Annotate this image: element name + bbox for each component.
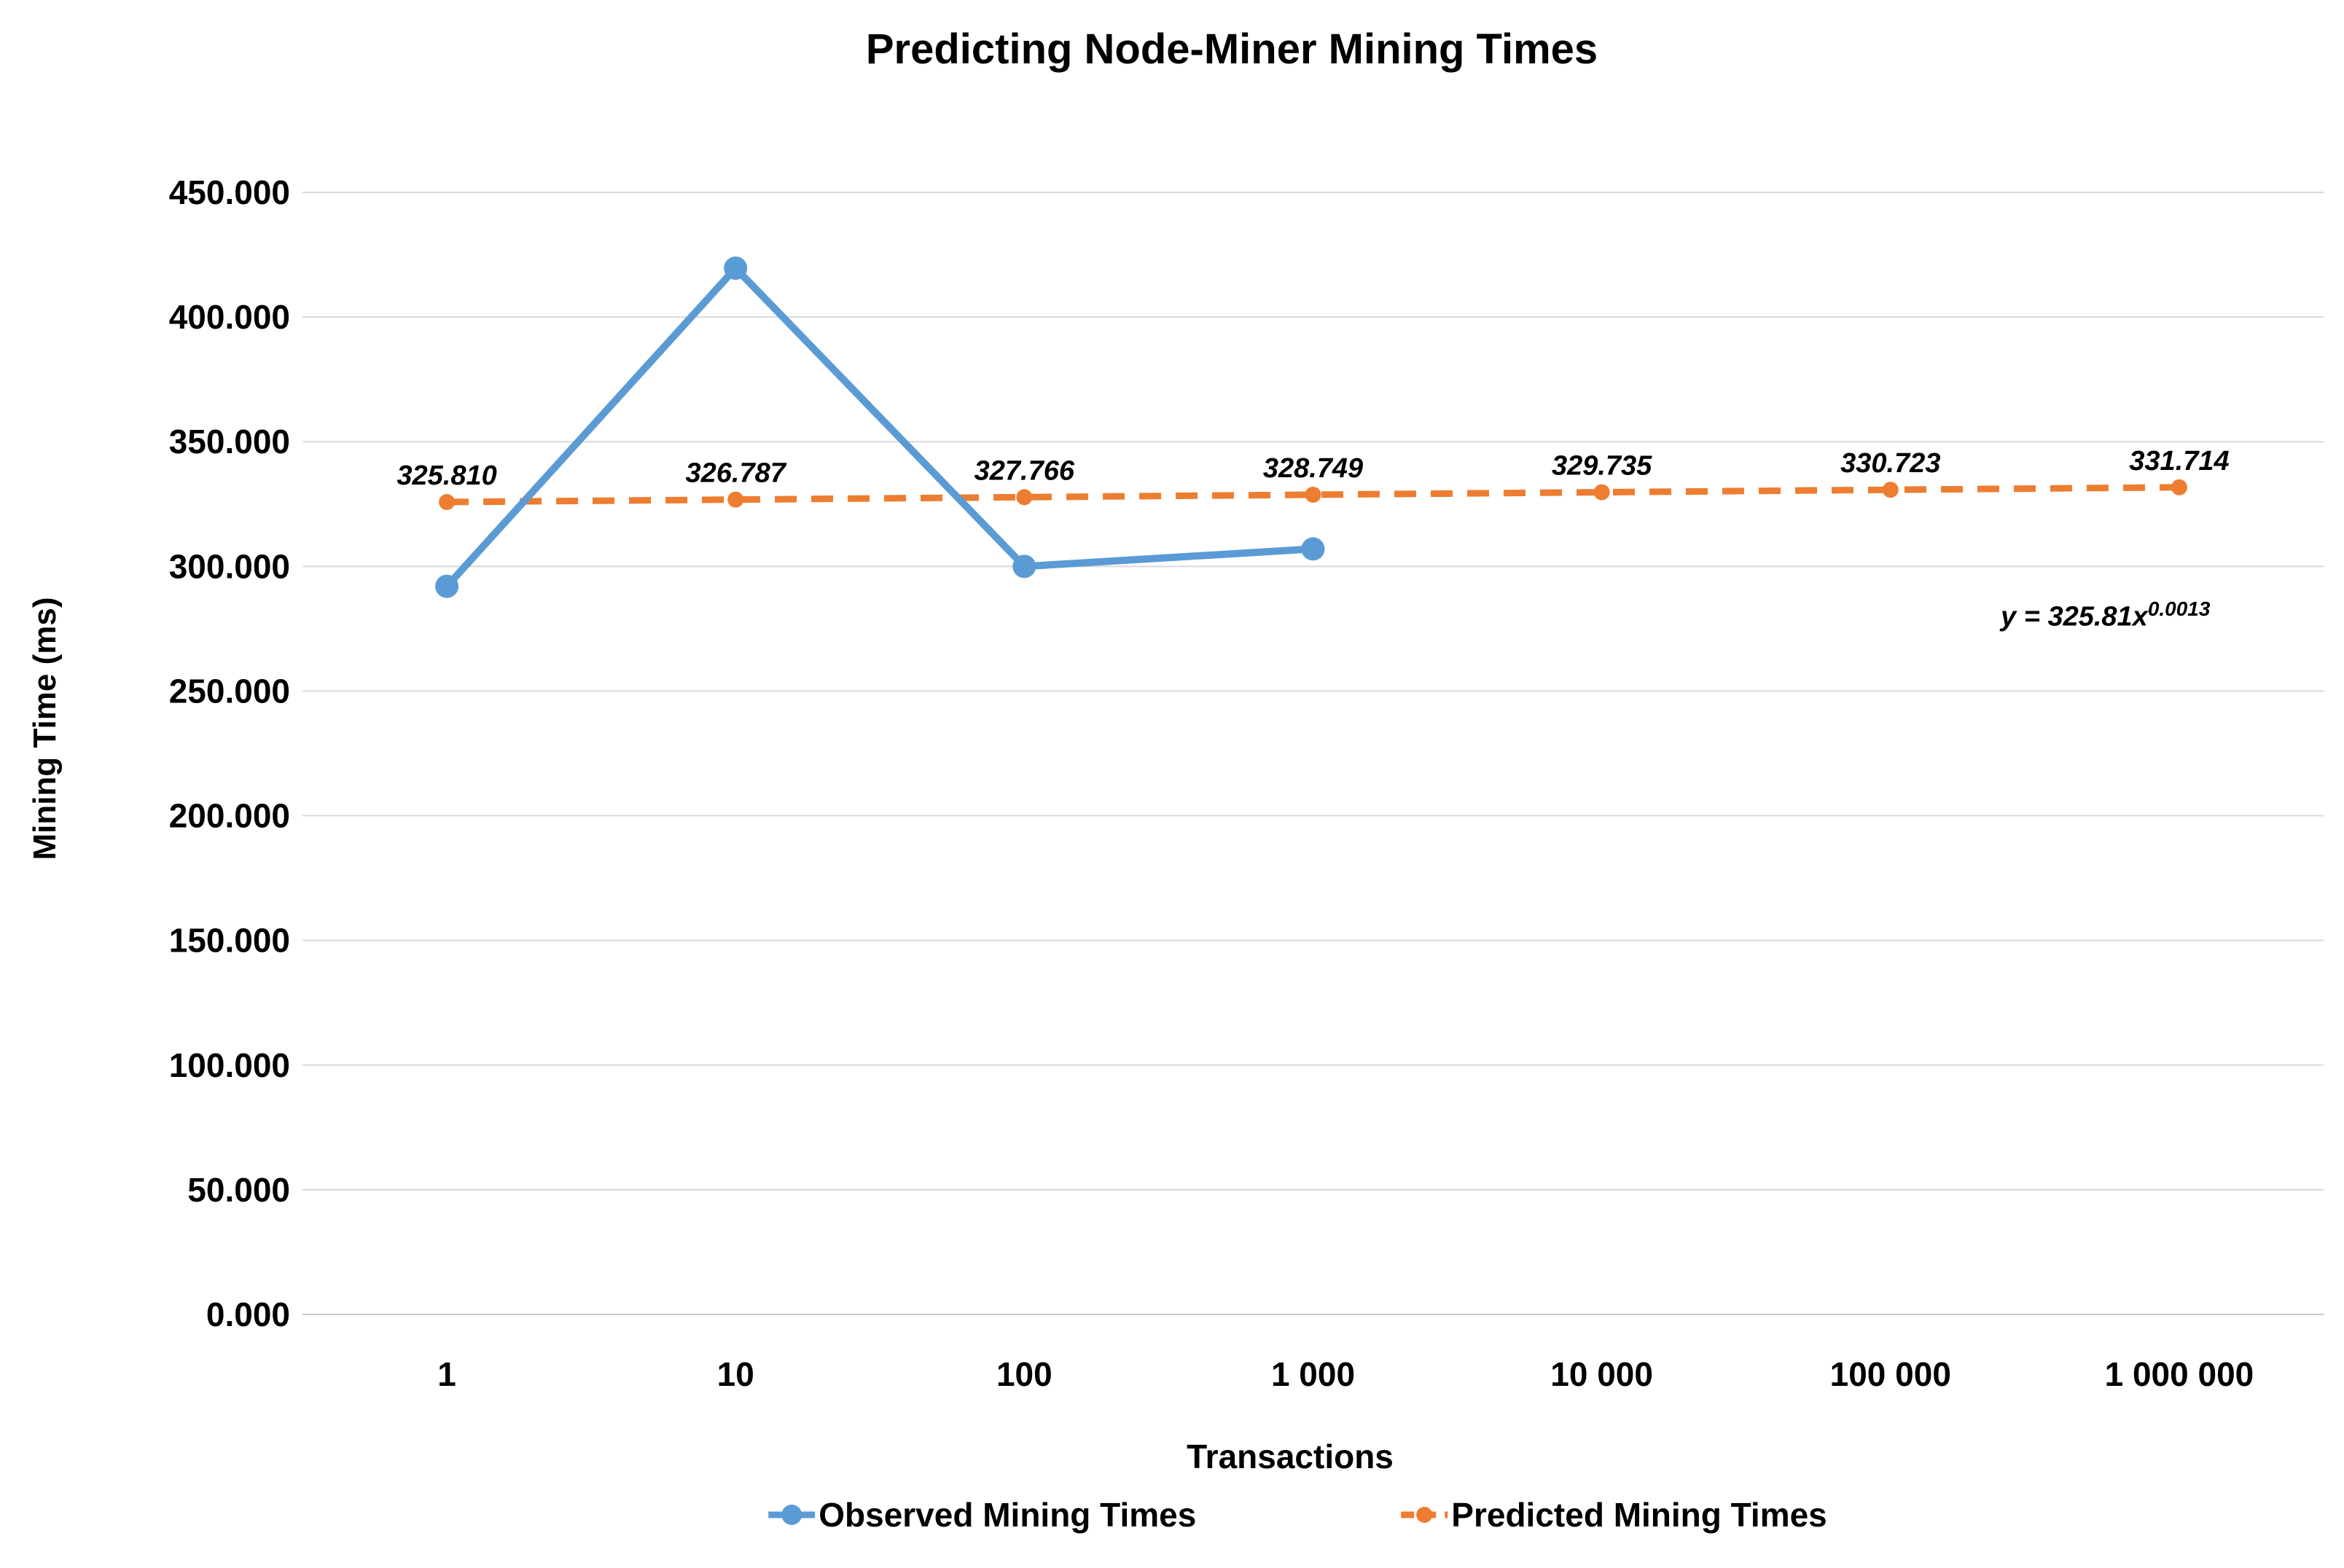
observed-point <box>1301 537 1325 561</box>
predicted-data-label: 330.723 <box>1840 448 1940 479</box>
x-axis-tick-label: 10 000 <box>1550 1355 1653 1393</box>
y-axis-tick-label: 50.000 <box>187 1171 290 1209</box>
x-axis-tick-label: 1 000 000 <box>2105 1355 2254 1393</box>
chart-title: Predicting Node-Miner Mining Times <box>865 26 1598 73</box>
observed-point <box>1012 554 1036 579</box>
predicted-point <box>1882 482 1899 498</box>
trendline-equation-base: y = 325.81x <box>2001 601 2148 632</box>
legend: Observed Mining Times Predicted Mining T… <box>767 1495 1827 1534</box>
x-axis-tick-label: 100 000 <box>1830 1355 1951 1393</box>
y-axis-tick-label: 200.000 <box>169 797 290 835</box>
predicted-data-label: 331.714 <box>2129 446 2229 477</box>
y-axis-title: Mining Time (ms) <box>27 597 63 861</box>
predicted-point <box>2171 479 2187 495</box>
trendline-equation-exponent: 0.0013 <box>2147 597 2211 620</box>
predicted-data-label: 329.735 <box>1552 451 1652 482</box>
y-axis-tick-label: 350.000 <box>169 423 290 460</box>
observed-series-marker-icon <box>768 1505 816 1525</box>
y-axis-tick-label: 450.000 <box>169 173 290 211</box>
x-axis-title: Transactions <box>1187 1438 1394 1475</box>
legend-label-predicted: Predicted Mining Times <box>1451 1496 1827 1534</box>
trendline-equation: y = 325.81x0.0013 <box>2001 597 2210 633</box>
x-axis-tick-label: 10 <box>717 1355 754 1393</box>
predicted-point <box>1593 484 1610 501</box>
x-axis-tick-label: 100 <box>996 1355 1052 1393</box>
predicted-point <box>1016 489 1033 506</box>
predicted-point <box>439 494 456 511</box>
y-axis-tick-label: 300.000 <box>169 547 290 585</box>
legend-entry-observed: Observed Mining Times <box>767 1495 1196 1534</box>
predicted-data-label: 325.810 <box>396 460 496 491</box>
predicted-data-label: 328.749 <box>1263 453 1363 484</box>
observed-point <box>724 256 748 281</box>
legend-label-observed: Observed Mining Times <box>819 1496 1197 1534</box>
predicted-data-label: 326.787 <box>686 458 787 489</box>
observed-line <box>444 262 1313 589</box>
predicted-point <box>727 491 744 508</box>
observed-point <box>435 574 459 598</box>
x-axis-tick-label: 1 000 <box>1271 1355 1355 1393</box>
predicted-point <box>1305 486 1321 503</box>
y-axis-tick-label: 400.000 <box>169 298 290 336</box>
predicted-series-marker-icon <box>1401 1507 1448 1523</box>
x-axis-tick-label: 1 <box>437 1355 456 1393</box>
legend-entry-predicted: Predicted Mining Times <box>1400 1495 1827 1534</box>
y-axis-tick-label: 0.000 <box>206 1295 290 1333</box>
y-axis-tick-label: 100.000 <box>169 1046 290 1084</box>
predicted-data-label: 327.766 <box>974 455 1075 486</box>
y-axis-tick-label: 150.000 <box>169 922 290 960</box>
y-axis-tick-label: 250.000 <box>169 672 290 710</box>
